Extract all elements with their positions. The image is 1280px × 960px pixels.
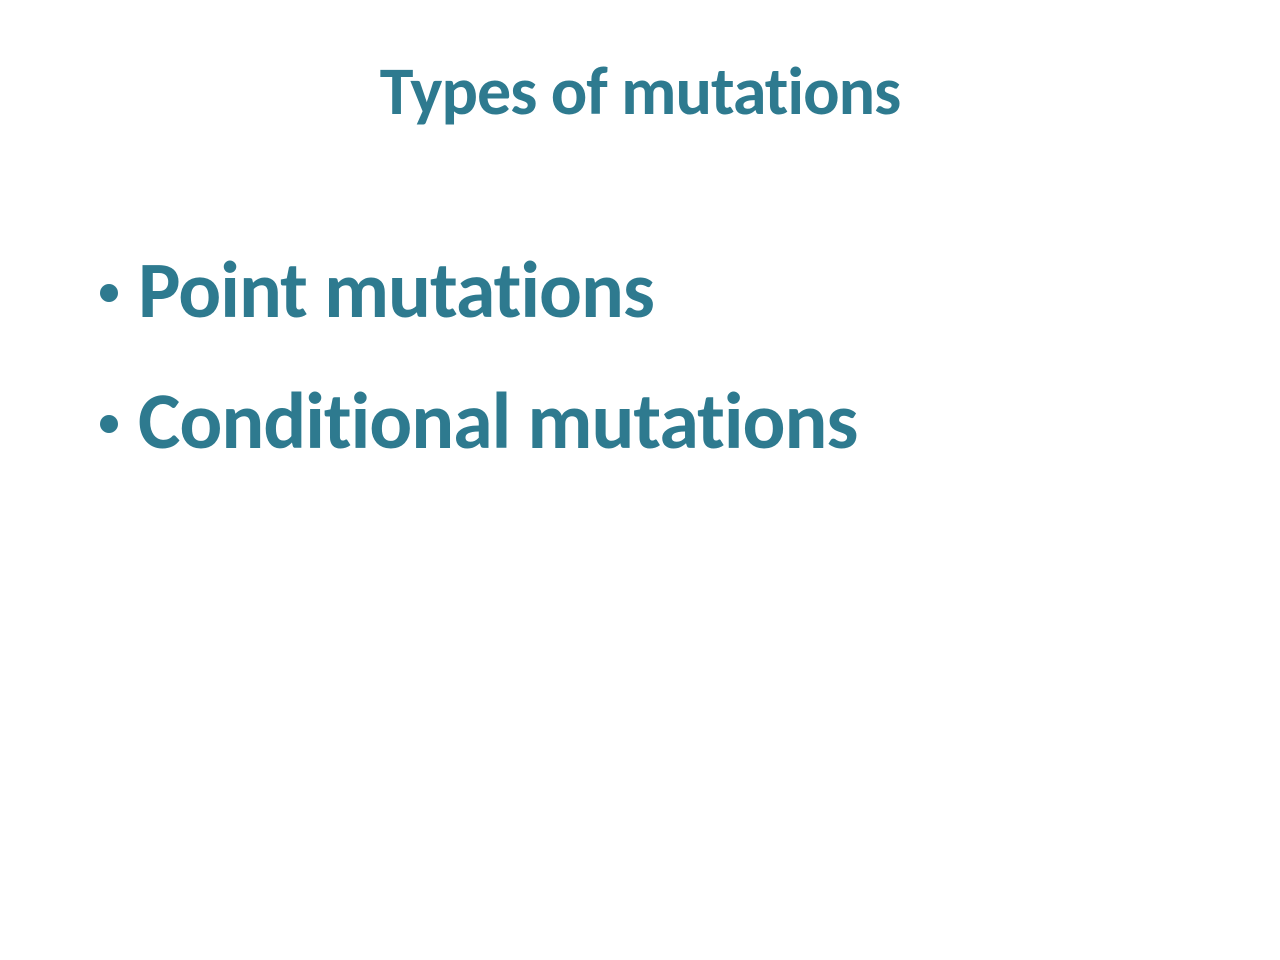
list-item: Point mutations bbox=[100, 243, 1210, 339]
slide-title: Types of mutations bbox=[70, 50, 1210, 133]
bullet-icon bbox=[100, 415, 118, 433]
slide-container: Types of mutations Point mutations Condi… bbox=[0, 0, 1280, 960]
bullet-icon bbox=[100, 284, 118, 302]
list-item: Conditional mutations bbox=[100, 374, 1210, 470]
bullet-text: Conditional mutations bbox=[138, 374, 857, 470]
bullet-list: Point mutations Conditional mutations bbox=[70, 243, 1210, 470]
bullet-text: Point mutations bbox=[138, 243, 654, 339]
